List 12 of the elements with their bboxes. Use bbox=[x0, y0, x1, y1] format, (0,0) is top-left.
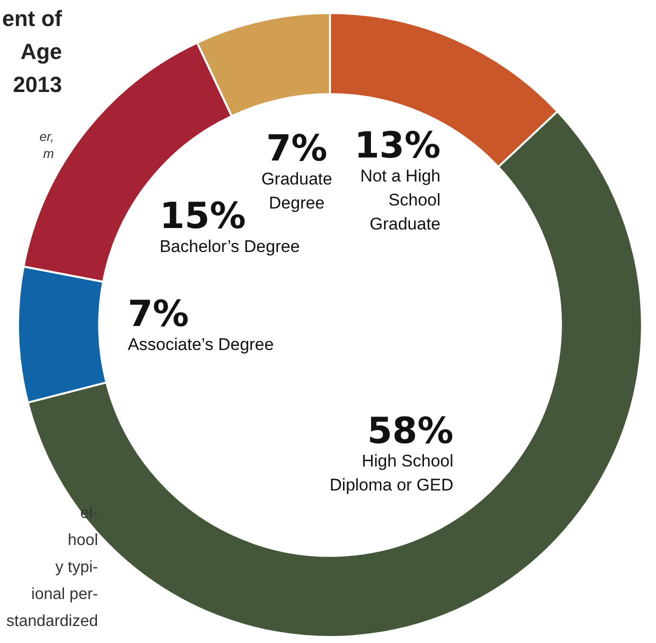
data-label: 7% bbox=[266, 128, 328, 170]
text: ent of Age 2013 bbox=[2, 5, 62, 99]
data-label: 7% bbox=[128, 294, 189, 336]
slice-label: Associate’s Degree bbox=[128, 334, 274, 354]
data-label: 58% bbox=[367, 410, 454, 452]
data-label: 13% bbox=[354, 126, 441, 167]
slice-label: Not a High School Graduate bbox=[360, 166, 441, 234]
slice-label: Bachelor’s Degree bbox=[160, 236, 300, 256]
data-label: 15% bbox=[160, 196, 246, 237]
slice-label: Graduate Degree bbox=[261, 169, 332, 212]
text: er, m bbox=[40, 128, 54, 162]
slice-label: High School Diploma or GED bbox=[330, 452, 454, 495]
